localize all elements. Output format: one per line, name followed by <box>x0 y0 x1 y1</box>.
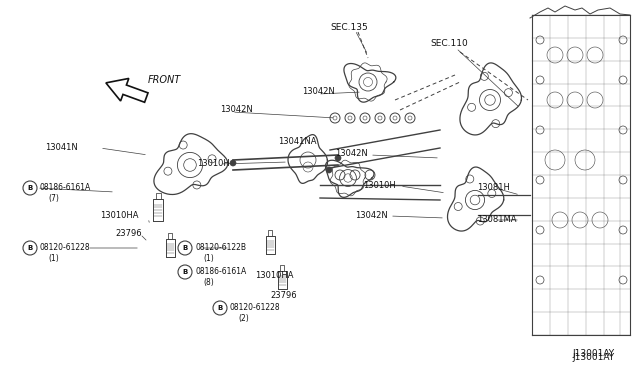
Text: 13081MA: 13081MA <box>477 215 516 224</box>
Circle shape <box>178 265 192 279</box>
Text: B: B <box>182 269 188 275</box>
Text: (7): (7) <box>48 193 59 202</box>
Text: 13042N: 13042N <box>355 211 388 219</box>
Text: B: B <box>182 245 188 251</box>
Text: (8): (8) <box>203 278 214 286</box>
Text: 13041N: 13041N <box>45 144 77 153</box>
Text: 08186-6161A: 08186-6161A <box>195 267 246 276</box>
Text: 13042N: 13042N <box>302 87 335 96</box>
Text: FRONT: FRONT <box>148 75 181 85</box>
Text: 13010HA: 13010HA <box>100 211 138 219</box>
Text: 08120-61228: 08120-61228 <box>230 304 280 312</box>
Text: 13010HA: 13010HA <box>255 270 294 279</box>
Circle shape <box>178 241 192 255</box>
Circle shape <box>213 301 227 315</box>
Text: 13042N: 13042N <box>220 106 253 115</box>
Text: 08120-61228: 08120-61228 <box>40 244 91 253</box>
Text: B: B <box>28 245 33 251</box>
Text: SEC.135: SEC.135 <box>330 23 368 32</box>
Text: J13001AY: J13001AY <box>573 349 615 358</box>
Text: 08120-6122B: 08120-6122B <box>195 244 246 253</box>
Text: 13010H: 13010H <box>363 180 396 189</box>
Text: 23796: 23796 <box>115 230 141 238</box>
Text: 13081H: 13081H <box>477 183 510 192</box>
Circle shape <box>335 155 341 161</box>
Circle shape <box>326 167 332 173</box>
Text: (1): (1) <box>203 253 214 263</box>
Text: B: B <box>218 305 223 311</box>
Text: 13041NA: 13041NA <box>278 138 317 147</box>
Text: SEC.110: SEC.110 <box>430 38 468 48</box>
Text: 13010H: 13010H <box>197 158 230 167</box>
Text: J13001AY: J13001AY <box>573 353 615 362</box>
Circle shape <box>23 241 37 255</box>
Text: 13042N: 13042N <box>335 148 368 157</box>
Text: B: B <box>28 185 33 191</box>
Circle shape <box>230 160 236 166</box>
Text: (1): (1) <box>48 253 59 263</box>
Text: 08186-6161A: 08186-6161A <box>40 183 92 192</box>
Text: 23796: 23796 <box>270 291 296 299</box>
Text: (2): (2) <box>238 314 249 323</box>
Circle shape <box>23 181 37 195</box>
